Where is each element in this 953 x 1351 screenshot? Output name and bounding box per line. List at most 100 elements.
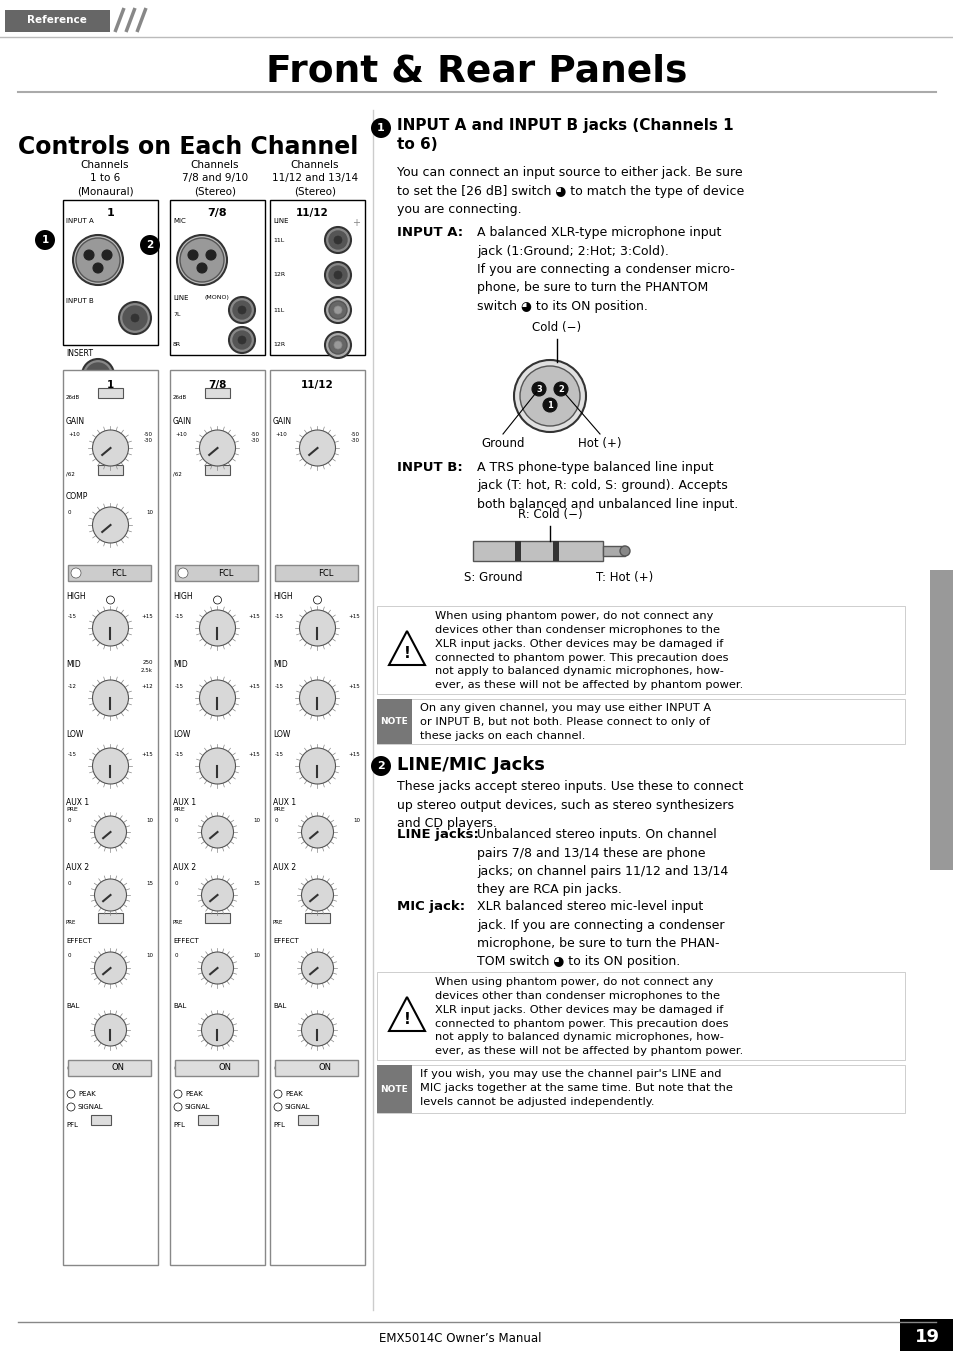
Text: BAL: BAL	[66, 1002, 79, 1009]
Bar	[274, 1061, 357, 1075]
Text: AUX 1: AUX 1	[66, 798, 89, 807]
Text: -12: -12	[68, 684, 77, 689]
Bar	[91, 1115, 111, 1125]
Bar	[553, 540, 558, 561]
Text: When using phantom power, do not connect any
devices other than condenser microp: When using phantom power, do not connect…	[435, 611, 742, 690]
Text: 12R: 12R	[273, 273, 285, 277]
Text: 11/12: 11/12	[301, 380, 334, 390]
Text: XLR balanced stereo mic-level input
jack. If you are connecting a condenser
micr: XLR balanced stereo mic-level input jack…	[476, 900, 723, 969]
Circle shape	[301, 952, 334, 984]
Text: NOTE: NOTE	[379, 717, 408, 725]
Bar	[376, 698, 412, 744]
Text: MID: MID	[172, 661, 188, 669]
Text: 3: 3	[536, 385, 541, 393]
Circle shape	[233, 301, 251, 319]
Circle shape	[334, 305, 341, 313]
Circle shape	[199, 430, 235, 466]
Bar	[899, 1319, 953, 1351]
Bar	[376, 1065, 904, 1113]
Bar	[98, 913, 123, 923]
Text: EFFECT: EFFECT	[66, 938, 91, 944]
Bar	[198, 1115, 218, 1125]
Text: /62: /62	[66, 471, 74, 477]
Circle shape	[334, 236, 341, 245]
Text: -15: -15	[68, 753, 77, 757]
Circle shape	[131, 313, 139, 322]
Circle shape	[274, 1102, 282, 1111]
Text: 15: 15	[146, 881, 152, 886]
Circle shape	[123, 305, 147, 330]
Text: 250: 250	[142, 661, 152, 665]
Text: +15: +15	[248, 684, 260, 689]
Text: -15: -15	[274, 613, 284, 619]
Circle shape	[73, 235, 123, 285]
Text: T: Hot (+): T: Hot (+)	[596, 571, 653, 584]
Text: !: !	[403, 646, 410, 661]
Bar	[376, 971, 904, 1061]
Circle shape	[94, 816, 127, 848]
Text: SIGNAL: SIGNAL	[185, 1104, 211, 1111]
Text: FCL: FCL	[217, 569, 233, 577]
Text: +10: +10	[68, 432, 80, 436]
Circle shape	[201, 816, 233, 848]
Text: COMP: COMP	[66, 492, 89, 501]
Circle shape	[237, 336, 246, 345]
Bar	[98, 465, 123, 476]
Bar	[270, 200, 365, 355]
Circle shape	[334, 340, 341, 349]
Text: INPUT A:: INPUT A:	[396, 226, 462, 239]
Text: PFL: PFL	[66, 1121, 78, 1128]
Circle shape	[102, 250, 112, 259]
Text: LOW: LOW	[273, 730, 290, 739]
Text: -30: -30	[351, 438, 359, 443]
Circle shape	[199, 611, 235, 646]
Circle shape	[371, 118, 391, 138]
Text: 12R: 12R	[273, 343, 285, 347]
Text: PRE: PRE	[172, 920, 183, 925]
Text: +12: +12	[109, 432, 121, 436]
Circle shape	[35, 230, 55, 250]
Bar	[174, 565, 257, 581]
Circle shape	[196, 263, 207, 273]
Text: -30: -30	[251, 438, 260, 443]
Bar	[170, 200, 265, 355]
Circle shape	[329, 266, 347, 284]
Text: EMX5014C Owner’s Manual: EMX5014C Owner’s Manual	[378, 1332, 540, 1344]
Text: -15: -15	[68, 613, 77, 619]
Circle shape	[180, 238, 224, 282]
Text: +12: +12	[141, 684, 152, 689]
Circle shape	[94, 1015, 127, 1046]
Circle shape	[67, 1090, 75, 1098]
Text: PEAK: PEAK	[78, 1092, 95, 1097]
Bar	[376, 607, 904, 694]
Text: 10: 10	[253, 952, 260, 958]
Text: LINE: LINE	[273, 218, 288, 224]
Circle shape	[325, 227, 351, 253]
Text: GAIN: GAIN	[66, 417, 85, 426]
Text: Cold (−): Cold (−)	[532, 322, 581, 334]
Circle shape	[519, 366, 579, 426]
Circle shape	[107, 596, 114, 604]
Bar	[376, 698, 904, 744]
Circle shape	[532, 382, 545, 396]
Text: 11L: 11L	[273, 238, 284, 242]
Text: BAL: BAL	[273, 1002, 286, 1009]
Circle shape	[299, 680, 335, 716]
Text: LOW: LOW	[66, 730, 83, 739]
Circle shape	[174, 1063, 185, 1073]
Text: PEAK: PEAK	[185, 1092, 203, 1097]
Circle shape	[237, 305, 246, 313]
Text: INPUT B: INPUT B	[66, 299, 93, 304]
Bar	[602, 546, 624, 557]
Circle shape	[92, 430, 129, 466]
Circle shape	[329, 231, 347, 249]
Circle shape	[119, 303, 151, 334]
Text: 1: 1	[107, 380, 114, 390]
Circle shape	[188, 250, 198, 259]
Text: On any given channel, you may use either INPUT A
or INPUT B, but not both. Pleas: On any given channel, you may use either…	[419, 703, 710, 740]
Text: AUX 1: AUX 1	[273, 798, 295, 807]
Bar	[68, 565, 151, 581]
Circle shape	[329, 301, 347, 319]
Circle shape	[86, 363, 110, 386]
Text: 0: 0	[68, 817, 71, 823]
